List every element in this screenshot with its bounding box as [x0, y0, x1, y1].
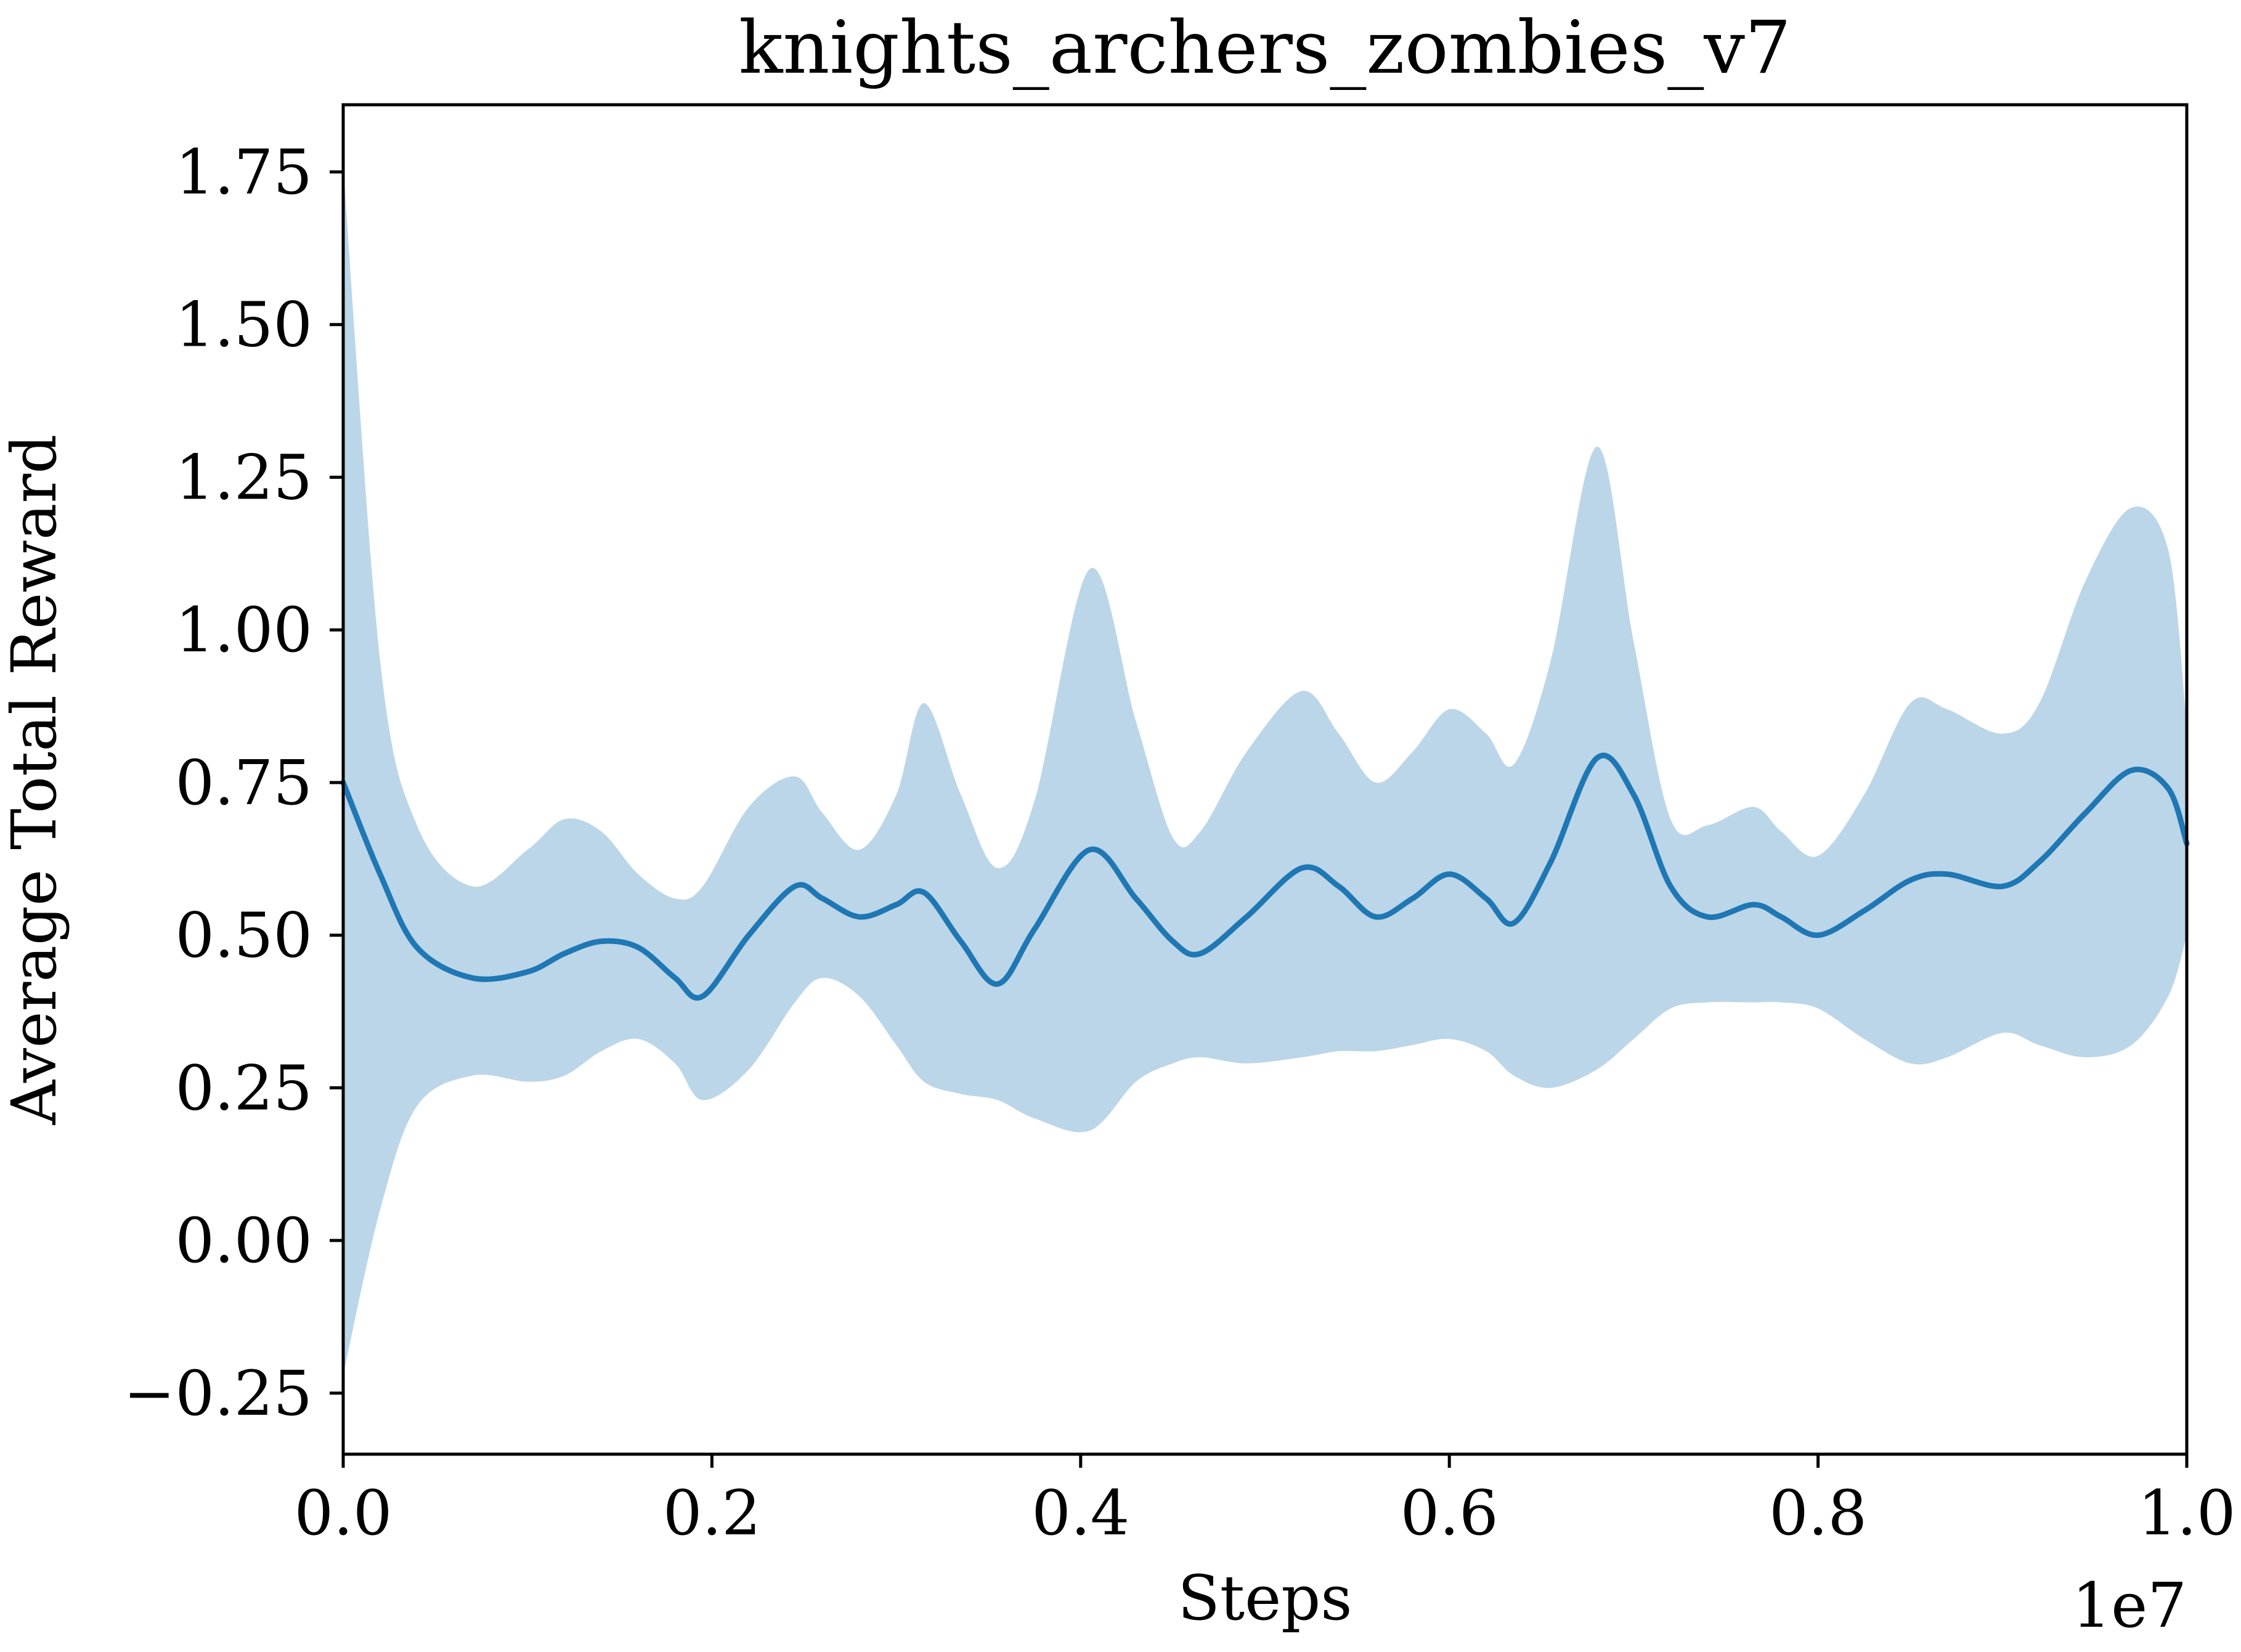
x-tick-label: 0.4 [1031, 1477, 1129, 1549]
y-tick-label: 1.50 [175, 289, 312, 361]
x-axis-offset-label: 1e7 [2072, 1569, 2187, 1642]
x-tick-label: 1.0 [2137, 1477, 2235, 1549]
y-tick-label: 1.75 [175, 136, 312, 208]
y-axis-label: Average Total Reward [0, 434, 70, 1125]
y-tick-label: 0.25 [175, 1052, 312, 1124]
x-tick-label: 0.0 [294, 1477, 392, 1549]
x-tick-label: 0.2 [663, 1477, 761, 1549]
x-tick-label: 0.8 [1769, 1477, 1867, 1549]
y-tick-label: −0.25 [124, 1357, 312, 1430]
confidence-band-layer [343, 166, 2187, 1375]
y-tick-label: 1.00 [175, 594, 312, 666]
x-axis-label: Steps [1177, 1562, 1352, 1634]
y-axis-ticks: −0.25 0.00 0.25 0.50 0.75 1.00 1.25 1.50 1.75 [124, 136, 343, 1430]
confidence-band-0 [343, 166, 2187, 1375]
x-tick-label: 0.6 [1401, 1477, 1499, 1549]
mean-line-0 [340, 752, 2190, 1001]
y-tick-label: 0.50 [175, 900, 312, 972]
y-tick-label: 0.00 [175, 1205, 312, 1277]
plot-frame [341, 103, 2189, 1456]
mean-line-layer [340, 752, 2190, 1001]
y-tick-label: 1.25 [175, 441, 312, 513]
chart-title: knights_archers_zombies_v7 [739, 5, 1791, 90]
x-axis-ticks: 0.0 0.2 0.4 0.6 0.8 1.0 [294, 1454, 2236, 1549]
y-tick-label: 0.75 [175, 747, 312, 819]
